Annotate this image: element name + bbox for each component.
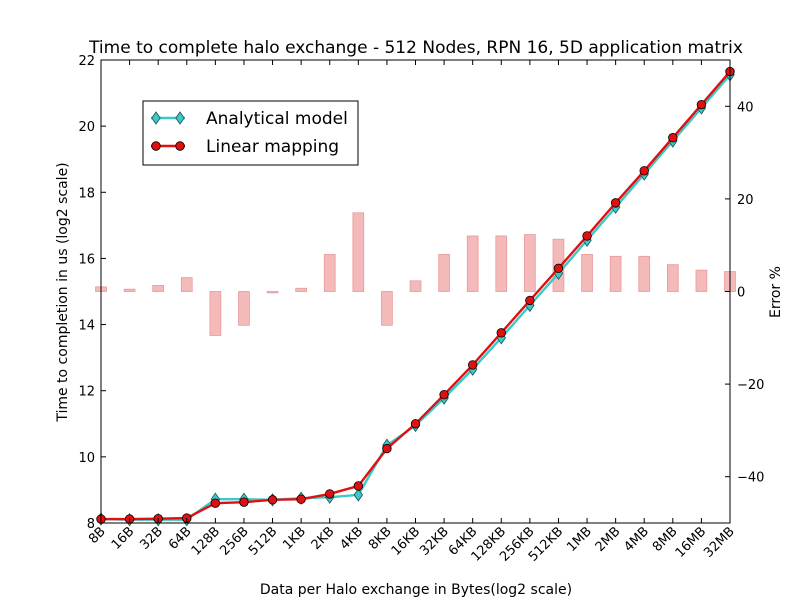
linear-mapping-point bbox=[639, 166, 649, 176]
error-bar bbox=[295, 287, 307, 292]
linear-mapping-point bbox=[410, 419, 421, 429]
linear-mapping-point bbox=[525, 295, 535, 306]
error-bar bbox=[352, 212, 365, 292]
y-tick-label: 14 bbox=[78, 319, 95, 334]
error-bar bbox=[495, 235, 508, 292]
y-axis-label: Time to completion in us (log2 scale) bbox=[55, 162, 71, 422]
error-bar bbox=[323, 254, 336, 292]
legend-linear-mapping-marker bbox=[175, 141, 185, 151]
legend-linear-mapping-label: Linear mapping bbox=[206, 137, 339, 157]
error-bar bbox=[209, 291, 222, 336]
error-bars bbox=[95, 212, 736, 336]
y2-tick-label: 0 bbox=[737, 286, 745, 301]
error-bar bbox=[152, 285, 165, 292]
error-bar bbox=[609, 255, 622, 292]
error-bar bbox=[123, 288, 136, 292]
y-tick-label: 18 bbox=[78, 186, 95, 201]
y-tick-label: 22 bbox=[78, 54, 95, 69]
linear-mapping-point bbox=[553, 263, 564, 274]
analytical-model-point bbox=[353, 488, 364, 502]
x-axis-label: Data per Halo exchange in Bytes(log2 sca… bbox=[260, 582, 572, 598]
error-bar bbox=[581, 254, 593, 292]
error-bar bbox=[695, 269, 708, 292]
y-tick-label: 12 bbox=[78, 385, 95, 400]
linear-mapping-point bbox=[696, 99, 707, 110]
y-tick-label: 16 bbox=[78, 252, 95, 267]
legend-analytical-model-label: Analytical model bbox=[206, 109, 348, 129]
y-tick-label: 8 bbox=[87, 517, 95, 532]
linear-mapping-point bbox=[325, 489, 335, 499]
y2-tick-label: −40 bbox=[737, 471, 764, 486]
error-bar bbox=[524, 234, 536, 292]
linear-mapping-point bbox=[467, 360, 478, 370]
y2-tick-label: 20 bbox=[737, 193, 754, 208]
linear-mapping-point bbox=[382, 443, 392, 454]
linear-mapping-point bbox=[582, 231, 592, 241]
linear-mapping-point bbox=[353, 481, 364, 491]
linear-mapping-point bbox=[239, 497, 249, 507]
error-bar bbox=[381, 291, 393, 326]
linear-mapping-point bbox=[296, 494, 306, 504]
error-bar bbox=[466, 235, 479, 292]
linear-mapping-point bbox=[668, 133, 678, 143]
error-bar bbox=[238, 291, 250, 326]
series-lines bbox=[96, 66, 735, 527]
linear-mapping-point bbox=[496, 328, 506, 338]
legend-analytical-model-marker bbox=[151, 111, 161, 125]
error-bar bbox=[638, 255, 651, 292]
linear-mapping-point bbox=[610, 198, 621, 208]
legend-analytical-model-marker bbox=[175, 111, 185, 125]
y2-tick-label: −20 bbox=[737, 378, 764, 393]
linear-mapping-point bbox=[210, 498, 221, 508]
error-bar bbox=[438, 254, 450, 292]
y2-tick-label: 40 bbox=[737, 100, 754, 115]
legend-box bbox=[142, 100, 359, 166]
error-bar bbox=[666, 264, 679, 292]
chart-title: Time to complete halo exchange - 512 Nod… bbox=[88, 38, 743, 58]
y-tick-label: 20 bbox=[78, 120, 95, 135]
legend-linear-mapping-marker bbox=[151, 141, 161, 151]
linear-mapping-point bbox=[439, 389, 449, 400]
legend: Analytical model Linear mapping bbox=[142, 100, 359, 166]
y2-axis-label: Error % bbox=[768, 266, 784, 318]
error-bar bbox=[180, 277, 193, 292]
y-tick-label: 10 bbox=[78, 451, 95, 466]
error-bar bbox=[266, 291, 279, 294]
error-bar bbox=[409, 280, 422, 292]
linear-mapping-point bbox=[267, 495, 278, 505]
